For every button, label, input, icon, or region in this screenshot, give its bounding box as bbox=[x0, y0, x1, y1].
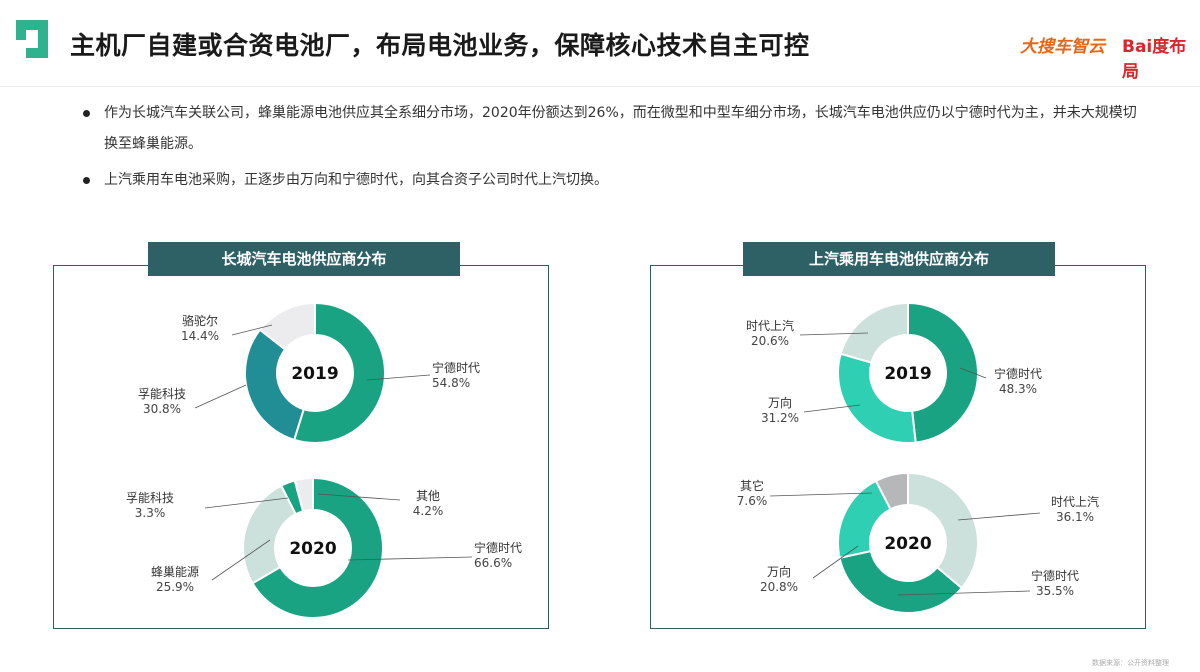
bullet-item: 上汽乘用车电池采购，正逐步由万向和宁德时代，向其合资子公司时代上汽切换。 bbox=[80, 165, 1140, 196]
donut-slice bbox=[244, 328, 305, 442]
slice-label: 骆驼尔 bbox=[182, 313, 218, 328]
panel-title-great-wall: 长城汽车电池供应商分布 bbox=[148, 242, 460, 276]
leader-line bbox=[317, 493, 401, 501]
slice-value-label: 30.8% bbox=[143, 402, 181, 416]
page-title: 主机厂自建或合资电池厂，布局电池业务，保障核心技术自主可控 bbox=[70, 31, 810, 60]
slice-label: 宁德时代 bbox=[994, 366, 1042, 381]
donut-slice bbox=[874, 471, 909, 511]
donut-center-year: 2020 bbox=[884, 534, 931, 554]
leader-line bbox=[812, 545, 859, 579]
donut-slice bbox=[251, 476, 384, 619]
donut-slice bbox=[839, 301, 909, 364]
source-note: 数据来源：公开资料整理 bbox=[1092, 659, 1169, 667]
slice-value-label: 25.9% bbox=[156, 580, 194, 594]
slice-value-label: 3.3% bbox=[135, 506, 166, 520]
slice-value-label: 54.8% bbox=[432, 376, 470, 390]
brand-logo-baidu: Bai度布局 bbox=[1122, 37, 1187, 82]
bullet-item: 作为长城汽车关联公司，蜂巢能源电池供应其全系细分市场，2020年份额达到26%，… bbox=[80, 98, 1140, 160]
donut-center-year: 2019 bbox=[884, 364, 931, 384]
slice-value-label: 66.6% bbox=[474, 556, 512, 570]
brand-logo-dasouche: 大搜车智云 bbox=[1020, 37, 1105, 57]
leader-line bbox=[194, 384, 247, 409]
slice-label: 孚能科技 bbox=[126, 491, 174, 505]
donut-slice bbox=[258, 301, 316, 351]
leader-line bbox=[959, 367, 987, 379]
bullet-text: 上汽乘用车电池采购，正逐步由万向和宁德时代，向其合资子公司时代上汽切换。 bbox=[104, 172, 608, 188]
slice-value-label: 31.2% bbox=[761, 411, 799, 425]
leader-line bbox=[366, 374, 431, 381]
donut-slice bbox=[837, 352, 917, 444]
slice-label: 宁德时代 bbox=[1031, 568, 1079, 583]
donut-slice bbox=[907, 471, 979, 590]
slice-label: 宁德时代 bbox=[432, 360, 480, 375]
slice-value-label: 7.6% bbox=[737, 494, 768, 508]
slice-value-label: 4.2% bbox=[413, 504, 444, 518]
donut-center-year: 2020 bbox=[289, 539, 336, 559]
leader-line bbox=[803, 404, 861, 413]
slice-label: 孚能科技 bbox=[138, 387, 186, 401]
slice-label: 蜂巢能源 bbox=[151, 565, 199, 579]
bullet-list: 作为长城汽车关联公司，蜂巢能源电池供应其全系细分市场，2020年份额达到26%，… bbox=[80, 98, 1140, 201]
bullet-dot-icon bbox=[83, 177, 90, 184]
donut-center-year: 2019 bbox=[291, 364, 338, 384]
slice-value-label: 48.3% bbox=[999, 382, 1037, 396]
leader-line bbox=[211, 539, 271, 581]
slice-value-label: 20.6% bbox=[751, 334, 789, 348]
brand-logo-icon bbox=[16, 20, 48, 58]
slice-label: 宁德时代 bbox=[474, 540, 522, 555]
donut-slice bbox=[292, 301, 386, 444]
donut-slice bbox=[907, 301, 979, 444]
donut-hole bbox=[871, 336, 945, 410]
header-divider bbox=[0, 86, 1200, 87]
slice-label: 其他 bbox=[416, 489, 440, 503]
slice-value-label: 35.5% bbox=[1036, 584, 1074, 598]
leader-line bbox=[799, 332, 869, 336]
donut-slice bbox=[293, 476, 314, 513]
donut-hole bbox=[871, 506, 945, 580]
slice-label: 其它 bbox=[740, 478, 764, 493]
slice-label: 万向 bbox=[767, 564, 791, 579]
leader-line bbox=[347, 556, 473, 561]
leader-line bbox=[769, 492, 873, 497]
donut-hole bbox=[276, 511, 350, 585]
slice-value-label: 36.1% bbox=[1056, 510, 1094, 524]
slice-value-label: 14.4% bbox=[181, 329, 219, 343]
panel-title-saic: 上汽乘用车电池供应商分布 bbox=[743, 242, 1055, 276]
leader-line bbox=[204, 497, 289, 509]
donut-slice bbox=[838, 549, 964, 614]
slice-value-label: 20.8% bbox=[760, 580, 798, 594]
donut-hole bbox=[278, 336, 352, 410]
slice-label: 万向 bbox=[768, 395, 792, 410]
leader-line bbox=[231, 324, 273, 336]
leader-line bbox=[897, 590, 1031, 596]
bullet-text: 作为长城汽车关联公司，蜂巢能源电池供应其全系细分市场，2020年份额达到26%，… bbox=[104, 105, 1137, 152]
slice-label: 时代上汽 bbox=[746, 318, 794, 333]
slice-label: 时代上汽 bbox=[1051, 494, 1099, 509]
bullet-dot-icon bbox=[83, 110, 90, 117]
leader-line bbox=[957, 512, 1041, 521]
